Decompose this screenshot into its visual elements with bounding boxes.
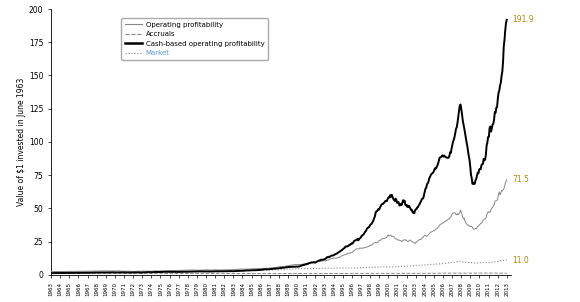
Text: 11.0: 11.0 — [512, 256, 529, 265]
Y-axis label: Value of $1 invested in June 1963: Value of $1 invested in June 1963 — [17, 78, 26, 206]
Text: 71.5: 71.5 — [512, 175, 529, 184]
Text: 191.9: 191.9 — [512, 15, 534, 24]
Legend: Operating profitability, Accruals, Cash-based operating profitability, Market: Operating profitability, Accruals, Cash-… — [121, 18, 268, 60]
